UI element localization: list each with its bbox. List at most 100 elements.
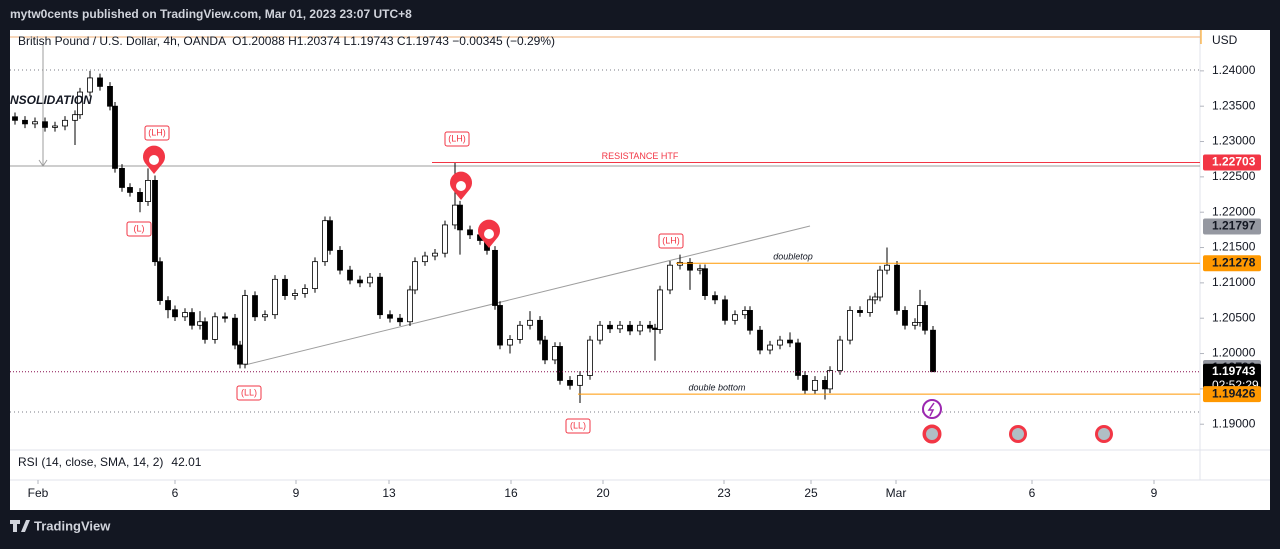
price-label-box <box>1203 255 1261 272</box>
candle-body <box>537 319 543 341</box>
candle-body <box>262 314 268 318</box>
candle-body <box>902 310 908 326</box>
x-tick-label: 23 <box>717 486 731 500</box>
level-text: doubletop <box>773 252 813 262</box>
x-tick-label: Feb <box>28 486 49 500</box>
price-label-box <box>1203 218 1261 235</box>
candle-body <box>145 179 151 202</box>
annotation: (LH) <box>662 235 680 245</box>
y-tick-label: 1.23000 <box>1212 134 1256 148</box>
price-label-box <box>1203 386 1261 403</box>
annotation: (LH) <box>448 133 466 143</box>
events <box>922 399 1113 444</box>
candle-body <box>442 224 448 254</box>
pin <box>143 145 165 174</box>
price-label: 1.21797 <box>1212 219 1256 233</box>
candle-body <box>292 293 298 296</box>
candle-body <box>827 370 833 390</box>
candle-body <box>347 269 353 281</box>
ohlc-legend: O1.20088 H1.20374 L1.19743 C1.19743 −0.0… <box>232 34 555 48</box>
event-icon <box>922 399 942 419</box>
level-text: RESISTANCE HTF <box>602 151 679 161</box>
candle-body <box>712 295 718 301</box>
candle-body <box>237 344 243 365</box>
candle-body <box>647 324 653 329</box>
candle-body <box>152 179 158 263</box>
candle-body <box>787 339 793 344</box>
annotation: (LH) <box>148 127 166 137</box>
candle-body <box>189 312 195 326</box>
candle-body <box>407 289 413 323</box>
candle-body <box>657 289 663 330</box>
x-tick-label: 16 <box>504 486 518 500</box>
candle-body <box>732 314 738 321</box>
candle-body <box>567 379 573 386</box>
y-tick-label: 1.20000 <box>1212 346 1256 360</box>
x-tick-label: 20 <box>596 486 610 500</box>
y-tick-label: 1.23500 <box>1212 98 1256 112</box>
candle-body <box>930 329 936 373</box>
candle-body <box>497 305 503 346</box>
y-tick-label: 1.19000 <box>1212 416 1256 430</box>
candle-body <box>637 324 643 332</box>
candle-body <box>467 229 473 236</box>
annotation-box <box>144 125 170 141</box>
y-tick-label: 1.24000 <box>1212 63 1256 77</box>
candle-body <box>894 264 900 311</box>
candle-body <box>877 269 883 298</box>
candle-body <box>377 276 383 316</box>
annotation-box <box>126 221 152 237</box>
candle-body <box>767 344 773 351</box>
candle-body <box>597 324 603 341</box>
indicator-name: RSI (14, close, SMA, 14, 2) <box>18 455 163 469</box>
candle-body <box>157 261 163 301</box>
candle-body <box>857 310 863 313</box>
candle-body <box>165 300 171 311</box>
candle-body <box>387 314 393 319</box>
price-label: 1.21278 <box>1212 255 1256 269</box>
candle-body <box>137 192 143 202</box>
annotation-box <box>658 233 684 249</box>
candle-body <box>107 86 113 107</box>
candle-body <box>182 312 188 318</box>
candle-body <box>702 268 708 296</box>
event-bolt <box>927 402 935 417</box>
candle-body <box>517 324 523 340</box>
annotation: (L) <box>134 223 145 233</box>
candle-body <box>412 261 418 291</box>
chart-panel <box>10 30 1270 510</box>
annotation-box <box>565 418 591 434</box>
candle-body <box>802 375 808 391</box>
candle-body <box>747 310 753 331</box>
candle-body <box>777 339 783 346</box>
candle-body <box>77 91 83 116</box>
x-tick-label: 13 <box>382 486 396 500</box>
candle-body <box>697 268 703 271</box>
event-flag-inner <box>1012 428 1024 440</box>
candle-body <box>795 342 801 376</box>
candle-body <box>577 375 583 386</box>
candle-body <box>557 346 563 381</box>
candle-body <box>432 252 438 257</box>
candle-body <box>847 310 853 341</box>
candle-body <box>197 321 203 326</box>
publisher: mytw0cents published on TradingView.com,… <box>10 7 412 21</box>
candle-body <box>302 288 308 294</box>
y-tick-label: 1.21500 <box>1212 240 1256 254</box>
annotation-box <box>236 385 262 401</box>
y-tick-label: 1.22000 <box>1212 204 1256 218</box>
indicator: RSI (14, close, SMA, 14, 2) 42.01 <box>18 455 202 469</box>
candle-body <box>32 121 38 125</box>
arrow-head <box>38 159 48 167</box>
candle-body <box>62 119 68 127</box>
pins <box>143 145 500 248</box>
candle-body <box>552 346 558 361</box>
x-tick-label: 9 <box>1151 486 1158 500</box>
candle-body <box>457 204 463 231</box>
x-tick-label: 6 <box>1029 486 1036 500</box>
candle-body <box>252 295 258 318</box>
candle-body <box>337 249 343 271</box>
candle-body <box>837 339 843 371</box>
x-tick-label: 9 <box>293 486 300 500</box>
